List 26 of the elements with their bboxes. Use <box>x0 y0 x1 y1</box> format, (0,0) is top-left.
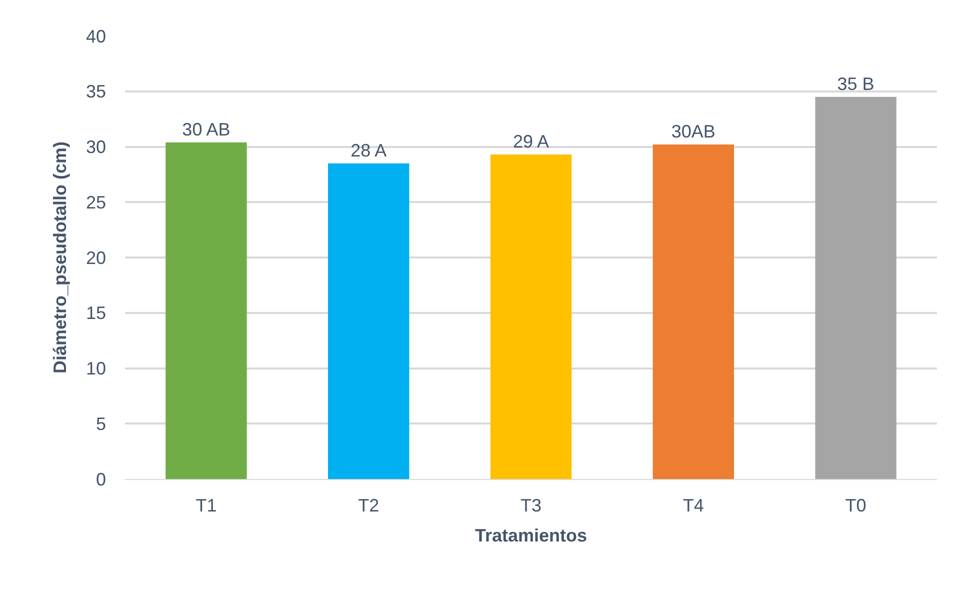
y-tick-label: 25 <box>86 192 106 212</box>
x-tick-label: T4 <box>682 496 704 516</box>
data-label: 30AB <box>671 122 716 142</box>
x-tick-label: T0 <box>845 496 866 516</box>
x-tick-label: T2 <box>358 496 380 516</box>
bar <box>166 142 247 479</box>
y-tick-label: 15 <box>86 303 106 324</box>
data-label: 29 A <box>512 132 550 152</box>
y-tick-label: 10 <box>86 358 106 379</box>
bar <box>328 163 410 479</box>
bar <box>815 96 896 479</box>
y-tick-label: 5 <box>96 414 106 434</box>
x-tick-label: T1 <box>196 496 217 516</box>
bar <box>652 144 734 479</box>
y-tick-label: 35 <box>86 82 106 102</box>
y-tick-label: 20 <box>86 248 106 268</box>
x-tick-label: T3 <box>520 496 542 516</box>
y-axis-title: Diámetro_pseudotallo (cm) <box>50 141 70 374</box>
y-tick-label: 30 <box>86 137 106 158</box>
bar <box>490 154 572 479</box>
data-label: 35 B <box>837 74 874 94</box>
y-tick-label: 0 <box>96 469 106 490</box>
x-axis-title: Tratamientos <box>474 526 588 546</box>
y-tick-label: 40 <box>86 26 106 46</box>
data-label: 30 AB <box>182 119 230 140</box>
data-label: 28 A <box>350 140 387 160</box>
